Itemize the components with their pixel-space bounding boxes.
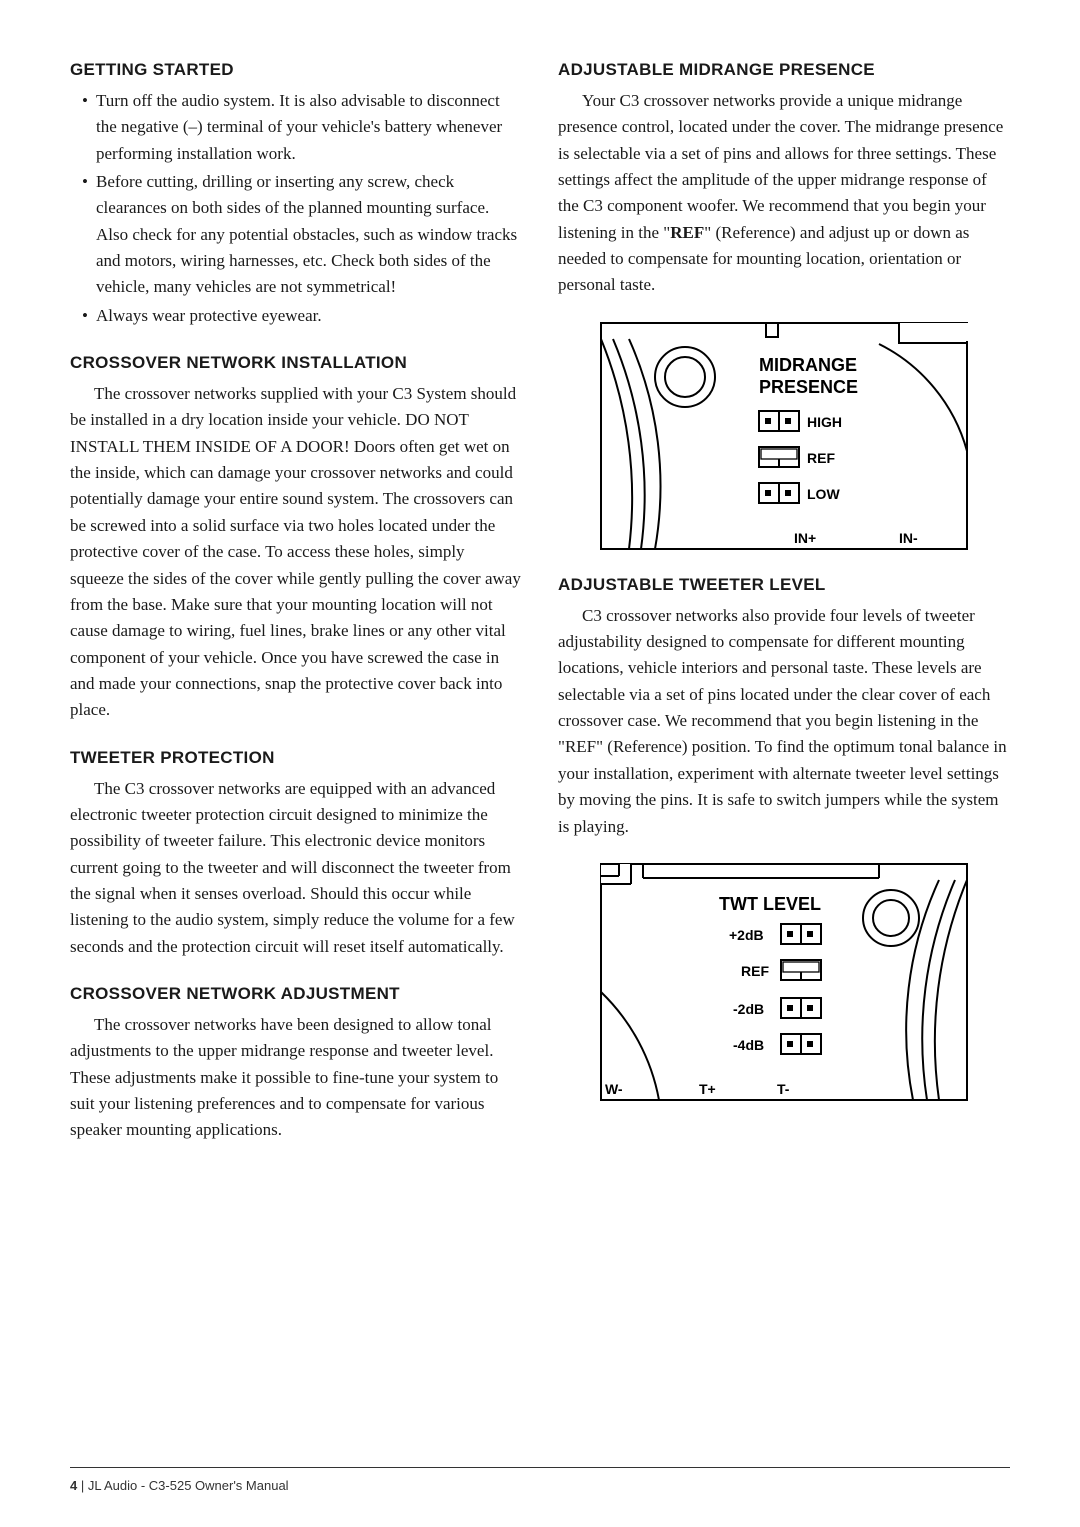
body-pre: Your C3 crossover networks provide a uni… bbox=[558, 91, 1003, 242]
diagram-label: IN- bbox=[899, 530, 918, 546]
diagram-label: PRESENCE bbox=[759, 377, 858, 397]
diagram-label: +2dB bbox=[729, 927, 764, 943]
midrange-presence-body: Your C3 crossover networks provide a uni… bbox=[558, 88, 1010, 299]
diagram-label: W- bbox=[605, 1081, 623, 1097]
diagram-label: REF bbox=[807, 450, 835, 466]
page-footer: 4 | JL Audio - C3-525 Owner's Manual bbox=[70, 1467, 1010, 1493]
diagram-label: MIDRANGE bbox=[759, 355, 857, 375]
heading-crossover-adjustment: CROSSOVER NETWORK ADJUSTMENT bbox=[70, 984, 522, 1004]
footer-sep: | bbox=[77, 1478, 88, 1493]
list-item: Always wear protective eyewear. bbox=[82, 303, 522, 329]
tweeter-level-body: C3 crossover networks also provide four … bbox=[558, 603, 1010, 840]
crossover-install-body: The crossover networks supplied with you… bbox=[70, 381, 522, 723]
getting-started-list: Turn off the audio system. It is also ad… bbox=[70, 88, 522, 329]
footer-text: JL Audio - C3-525 Owner's Manual bbox=[88, 1478, 289, 1493]
diagram-label: -2dB bbox=[733, 1001, 764, 1017]
tweeter-level-diagram: TWT LEVEL +2dB REF -2dB -4dB W bbox=[599, 862, 969, 1102]
diagram-label: T+ bbox=[699, 1081, 716, 1097]
right-column: ADJUSTABLE MIDRANGE PRESENCE Your C3 cro… bbox=[558, 60, 1010, 1144]
diagram-label: HIGH bbox=[807, 414, 842, 430]
list-item: Turn off the audio system. It is also ad… bbox=[82, 88, 522, 167]
diagram-label: TWT LEVEL bbox=[719, 894, 821, 914]
list-item: Before cutting, drilling or inserting an… bbox=[82, 169, 522, 301]
heading-crossover-install: CROSSOVER NETWORK INSTALLATION bbox=[70, 353, 522, 373]
crossover-adjustment-body: The crossover networks have been designe… bbox=[70, 1012, 522, 1144]
diagram-label: LOW bbox=[807, 486, 840, 502]
midrange-presence-diagram: MIDRANGE PRESENCE HIGH REF LOW IN+ IN- bbox=[599, 321, 969, 551]
heading-tweeter-protection: TWEETER PROTECTION bbox=[70, 748, 522, 768]
diagram-label: IN+ bbox=[794, 530, 816, 546]
heading-midrange-presence: ADJUSTABLE MIDRANGE PRESENCE bbox=[558, 60, 1010, 80]
body-bold: REF bbox=[670, 223, 704, 242]
heading-getting-started: GETTING STARTED bbox=[70, 60, 522, 80]
tweeter-protection-body: The C3 crossover networks are equipped w… bbox=[70, 776, 522, 960]
diagram-label: T- bbox=[777, 1081, 790, 1097]
left-column: GETTING STARTED Turn off the audio syste… bbox=[70, 60, 522, 1144]
diagram-label: REF bbox=[741, 963, 769, 979]
diagram-label: -4dB bbox=[733, 1037, 764, 1053]
heading-tweeter-level: ADJUSTABLE TWEETER LEVEL bbox=[558, 575, 1010, 595]
